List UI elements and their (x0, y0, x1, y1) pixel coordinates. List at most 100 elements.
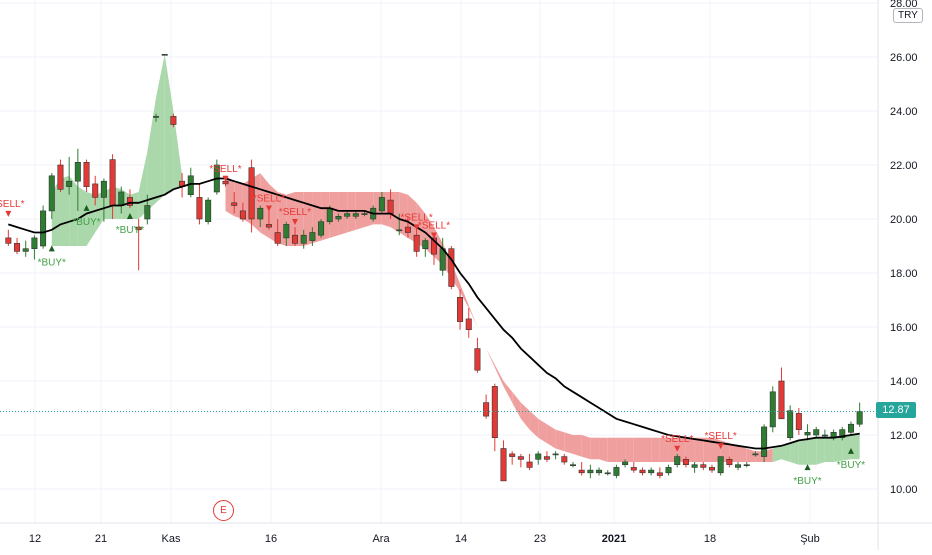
candle-body (344, 213, 351, 217)
sell-signal: *SELL* (279, 207, 311, 225)
candle-body (109, 159, 116, 206)
candle-body (761, 426, 768, 457)
band-segment (738, 445, 747, 462)
candle-body (769, 391, 776, 428)
buy-triangle-icon (847, 447, 854, 454)
candle-body (144, 205, 151, 220)
candle-body (735, 464, 742, 468)
band-segment (60, 175, 70, 246)
candle-body (569, 464, 576, 467)
candle (153, 113, 160, 122)
candle (569, 462, 576, 468)
candle (526, 453, 533, 471)
candle (422, 237, 429, 257)
candle (205, 197, 212, 225)
candle (465, 308, 472, 338)
band-segment (477, 327, 487, 349)
candle-body (682, 458, 689, 465)
candle (787, 405, 794, 441)
candle (656, 467, 663, 479)
earnings-icon[interactable]: E (213, 500, 234, 521)
band-segment (164, 54, 174, 195)
sell-signal: *SELL* (418, 221, 450, 239)
candle-body (196, 197, 203, 220)
sell-signal: *SELL* (253, 194, 285, 212)
candle-body (517, 456, 524, 460)
candlestick-series (5, 53, 863, 482)
x-tick-label: 12 (29, 533, 41, 545)
candle-body (257, 207, 264, 220)
candle-body (57, 164, 64, 190)
band-segment (494, 364, 504, 387)
candle (309, 227, 316, 246)
band-segment (520, 402, 530, 430)
band-segment (772, 445, 782, 462)
band-segment (486, 348, 495, 368)
band-segment (86, 192, 96, 246)
sell-label: *SELL* (661, 434, 693, 445)
candle-body (309, 232, 316, 241)
candle-body (92, 183, 99, 198)
band-segment (538, 418, 547, 444)
candle (682, 456, 689, 468)
sell-signal: *SELL* (401, 212, 433, 231)
band-segment (833, 436, 843, 462)
sell-triangle-icon (717, 443, 724, 450)
candle (404, 216, 411, 238)
candle-body (170, 116, 177, 125)
candle (474, 337, 481, 373)
candle-body (22, 248, 29, 252)
candle (509, 451, 516, 465)
candle (40, 205, 47, 249)
candle (552, 451, 559, 460)
buy-signal: *BUY* (38, 245, 66, 268)
buy-label: *BUY* (72, 217, 100, 228)
band-segment (234, 181, 243, 219)
sell-triangle-icon (431, 232, 437, 239)
candle-body (787, 410, 794, 439)
candle (100, 178, 107, 222)
candle (839, 426, 846, 441)
band-segment (95, 192, 104, 233)
candle-body (526, 461, 533, 468)
candle-body (856, 411, 863, 425)
signal-band (51, 54, 860, 465)
candle-body (274, 232, 281, 244)
last-price-tag: 12.87 (876, 402, 916, 418)
candle-body (135, 226, 142, 231)
band-segment (694, 437, 704, 462)
band-segment (268, 183, 278, 244)
buy-signal: *BUY* (72, 204, 101, 228)
candle (691, 462, 698, 473)
candle (457, 289, 464, 330)
y-tick-label: 18.00 (890, 268, 918, 280)
band-segment (347, 192, 356, 233)
candle (66, 156, 73, 195)
buy-signal: *BUY* (116, 213, 144, 236)
y-tick-label: 14.00 (890, 376, 918, 388)
band-segment (798, 439, 808, 465)
candle (674, 453, 681, 468)
candle-body (813, 429, 820, 436)
y-tick-label: 26.00 (890, 52, 918, 64)
candle (14, 237, 21, 255)
candle (561, 453, 568, 465)
candle-body (40, 210, 47, 247)
candle-body (561, 456, 568, 463)
band-segment (69, 175, 78, 246)
candle-body (378, 197, 385, 212)
band-segment (824, 437, 834, 462)
currency-badge[interactable]: TRY (893, 8, 923, 23)
sell-label: *SELL* (0, 199, 25, 210)
candle-body (821, 434, 828, 437)
band-segment (503, 381, 513, 403)
sell-triangle-icon (5, 210, 12, 217)
y-tick-label: 28.00 (890, 0, 918, 10)
band-segment (529, 410, 539, 438)
candle-body (587, 469, 594, 474)
moving-average-line (8, 177, 860, 450)
y-tick-label: 12.00 (890, 430, 918, 442)
candle-body (404, 226, 411, 233)
